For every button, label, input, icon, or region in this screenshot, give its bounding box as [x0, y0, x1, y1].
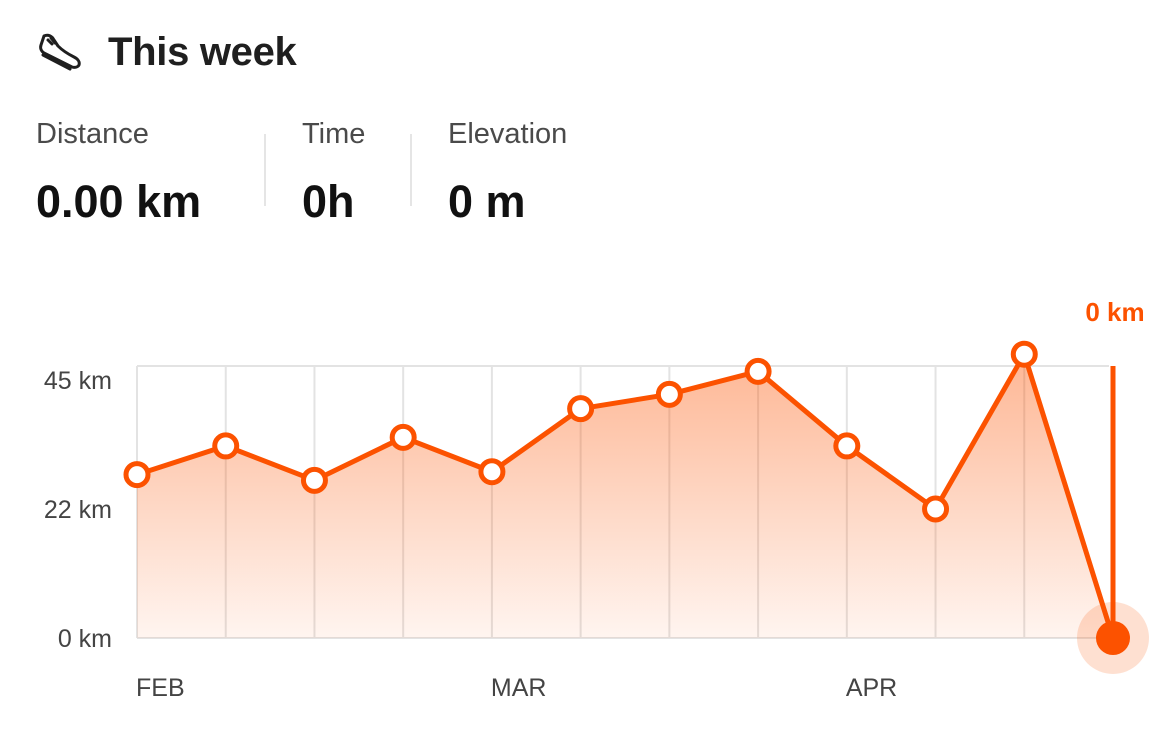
data-point[interactable] — [123, 461, 151, 489]
stat-divider — [264, 134, 266, 206]
stat-elevation-value: 0 m — [448, 176, 526, 227]
header: This week — [36, 28, 297, 76]
x-tick-label: MAR — [491, 674, 547, 702]
data-point[interactable] — [655, 380, 683, 408]
x-tick-label: FEB — [136, 674, 185, 702]
stat-divider — [410, 134, 412, 206]
stat-time-value: 0h — [302, 176, 355, 227]
weekly-stats: Distance 0.00 km Time 0h Elevation 0 m — [36, 116, 567, 226]
stat-distance-label: Distance — [36, 118, 149, 150]
data-point[interactable] — [833, 432, 861, 460]
page-title: This week — [108, 29, 297, 74]
y-tick-label: 45 km — [44, 367, 112, 395]
data-point[interactable] — [567, 395, 595, 423]
data-point[interactable] — [389, 423, 417, 451]
series-area — [137, 354, 1113, 638]
data-point[interactable] — [1010, 340, 1038, 368]
stat-distance-value: 0.00 km — [36, 176, 202, 227]
stat-distance: Distance 0.00 km — [36, 116, 264, 226]
data-point[interactable] — [300, 466, 328, 494]
stat-time-label: Time — [302, 118, 366, 150]
series-line — [134, 351, 1116, 641]
y-tick-label: 0 km — [58, 625, 112, 653]
data-point[interactable] — [212, 432, 240, 460]
selected-value-label: 0 km — [1085, 297, 1144, 327]
data-point[interactable] — [478, 458, 506, 486]
selected-data-point[interactable] — [1096, 621, 1130, 655]
x-tick-label: APR — [846, 674, 897, 702]
data-point[interactable] — [922, 495, 950, 523]
stat-elevation: Elevation 0 m — [448, 116, 567, 226]
stat-time: Time 0h — [302, 116, 410, 226]
running-shoe-icon — [36, 28, 84, 76]
stat-elevation-label: Elevation — [448, 118, 568, 150]
data-point[interactable] — [744, 357, 772, 385]
y-tick-label: 22 km — [44, 496, 112, 524]
